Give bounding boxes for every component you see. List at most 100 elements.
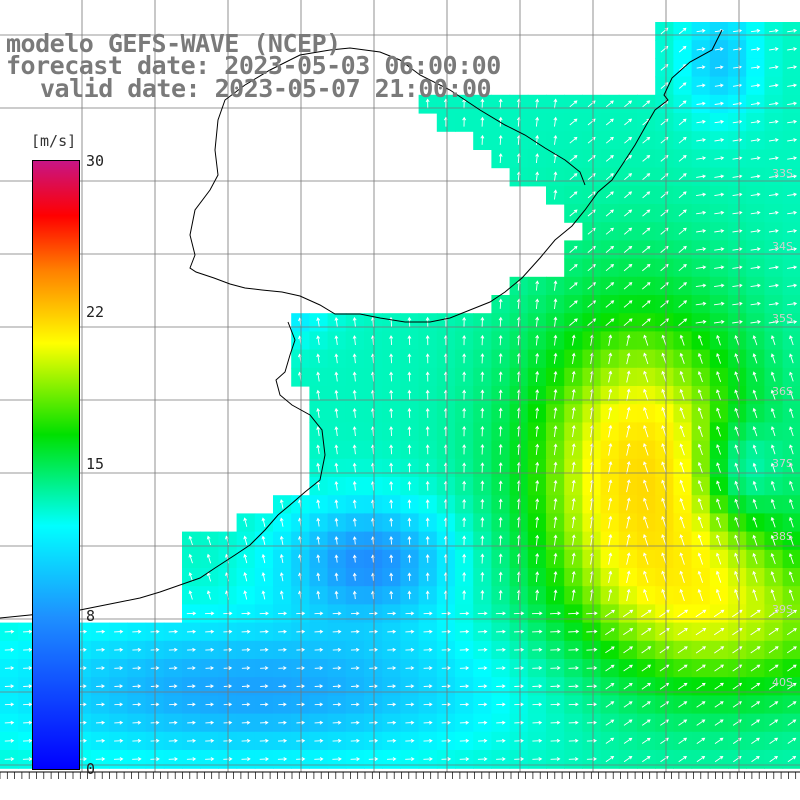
wind-arrow	[260, 702, 269, 707]
wind-arrow	[789, 353, 794, 364]
wind-arrow	[498, 98, 503, 109]
wind-arrow	[641, 609, 652, 618]
wind-arrow	[95, 629, 106, 634]
wind-arrow	[605, 245, 615, 253]
wind-arrow	[659, 664, 670, 672]
wind-arrow	[513, 629, 525, 634]
wind-arrow	[716, 462, 721, 473]
wind-arrow	[553, 534, 558, 547]
wind-arrow	[787, 83, 798, 88]
wind-arrow	[608, 388, 613, 401]
wind-arrow	[168, 757, 178, 761]
wind-arrow	[642, 263, 651, 272]
wind-arrow	[278, 702, 287, 707]
wind-arrow	[407, 480, 412, 491]
wind-arrow	[679, 334, 685, 346]
wind-arrow	[661, 352, 667, 365]
wind-arrow	[569, 173, 578, 181]
wind-arrow	[732, 682, 743, 690]
wind-arrow	[695, 646, 707, 654]
wind-arrow	[535, 407, 540, 419]
wind-arrow	[259, 647, 269, 652]
wind-arrow	[350, 738, 360, 743]
wind-arrow	[369, 666, 378, 670]
wind-arrow	[695, 283, 707, 288]
wind-arrow	[369, 611, 378, 616]
wind-arrow	[405, 702, 415, 707]
wind-arrow	[678, 227, 687, 235]
wind-arrow	[714, 192, 725, 197]
colorbar-tick-22: 22	[86, 303, 105, 321]
lat-label: 34S	[772, 240, 793, 253]
wind-arrow	[535, 298, 540, 309]
wind-arrow	[623, 737, 633, 744]
wind-cell	[782, 349, 800, 369]
wind-arrow	[389, 389, 394, 400]
wind-arrow	[752, 516, 758, 528]
wind-arrow	[332, 666, 342, 670]
wind-arrow	[480, 371, 485, 382]
wind-arrow	[787, 65, 798, 70]
wind-arrow	[714, 646, 725, 654]
wind-arrow	[496, 666, 506, 670]
wind-arrow	[750, 156, 761, 161]
wind-arrow	[695, 319, 707, 324]
wind-arrow	[188, 572, 193, 582]
wind-arrow	[571, 370, 576, 383]
wind-arrow	[532, 757, 543, 761]
wind-arrow	[608, 461, 613, 474]
wind-arrow	[425, 444, 430, 455]
wind-arrow	[243, 553, 248, 564]
wind-arrow	[350, 757, 361, 761]
wind-arrow	[571, 425, 576, 438]
wind-arrow	[369, 702, 378, 707]
wind-arrow	[643, 406, 649, 420]
wind-arrow	[462, 316, 467, 327]
wind-arrow	[423, 738, 433, 743]
wind-arrow	[571, 352, 576, 364]
wind-arrow	[770, 552, 776, 565]
wind-arrow	[4, 666, 15, 670]
wind-arrow	[642, 155, 651, 162]
wind-arrow	[586, 611, 598, 616]
wind-arrow	[188, 535, 193, 546]
wind-arrow	[405, 757, 415, 761]
wind-arrow	[752, 353, 758, 364]
wind-arrow	[296, 757, 306, 761]
wind-arrow	[626, 497, 631, 511]
wind-arrow	[423, 629, 433, 634]
wind-arrow	[642, 136, 651, 144]
wind-arrow	[678, 719, 688, 726]
wind-arrow	[132, 738, 142, 743]
wind-arrow	[752, 389, 758, 400]
wind-arrow	[568, 738, 579, 743]
wind-arrow	[571, 443, 576, 456]
wind-arrow	[789, 480, 794, 491]
wind-arrow	[314, 757, 324, 761]
wind-arrow	[697, 407, 703, 419]
wind-arrow	[261, 572, 266, 582]
wind-arrow	[626, 406, 631, 420]
wind-arrow	[734, 353, 740, 364]
wind-arrow	[661, 406, 667, 420]
wind-arrow	[350, 647, 360, 652]
wind-arrow	[369, 629, 378, 634]
wind-arrow	[623, 318, 633, 327]
wind-arrow	[532, 738, 543, 743]
wind-arrow	[535, 153, 540, 164]
wind-arrow	[643, 570, 649, 583]
wind-arrow	[352, 590, 357, 600]
wind-arrow	[498, 553, 503, 564]
wind-arrow	[770, 353, 776, 364]
wind-cell	[782, 495, 800, 514]
wind-arrow	[768, 247, 779, 252]
wind-arrow	[586, 702, 598, 707]
wind-arrow	[659, 646, 670, 654]
wind-arrow	[550, 720, 561, 725]
wind-arrow	[368, 757, 379, 761]
wind-arrow	[387, 647, 397, 652]
wind-arrow	[113, 757, 124, 761]
wind-arrow	[425, 389, 430, 400]
wind-arrow	[569, 155, 578, 162]
wind-arrow	[259, 720, 269, 725]
